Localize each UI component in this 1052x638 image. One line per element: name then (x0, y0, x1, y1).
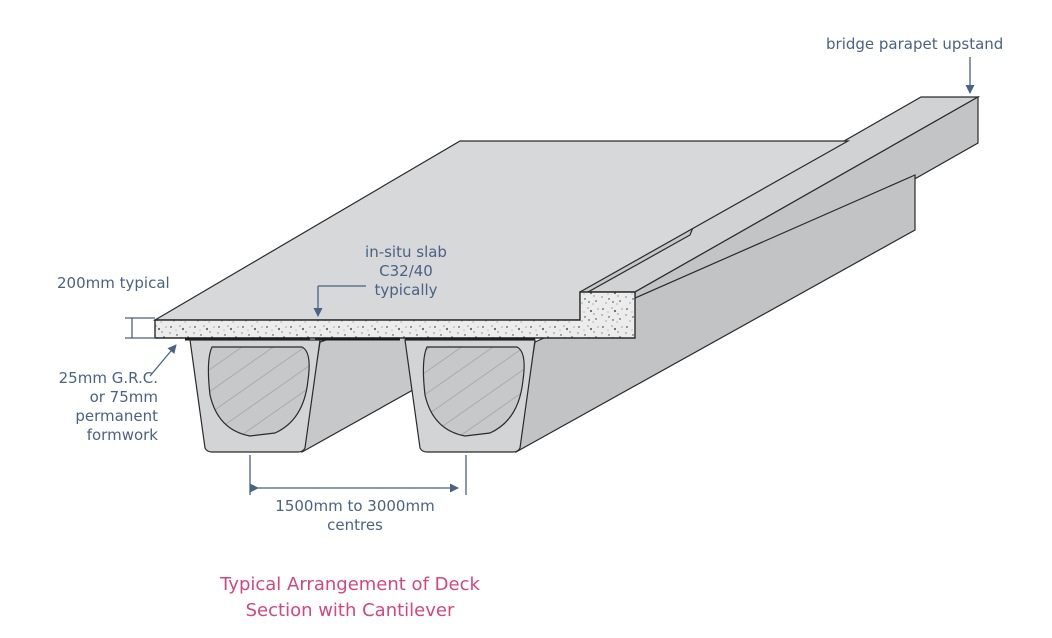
formwork-label-line1: 25mm G.R.C. (58, 369, 158, 387)
formwork-label-line3: permanent (75, 407, 158, 425)
slab-label-line3: typically (374, 281, 438, 299)
caption-line2: Section with Cantilever (245, 600, 455, 621)
slab-label-line2: C32/40 (379, 262, 433, 280)
formwork-label-line4: formwork (86, 426, 158, 444)
thickness-label: 200mm typical (57, 274, 170, 292)
formwork-leader (149, 344, 177, 377)
caption-line1: Typical Arrangement of Deck (220, 574, 480, 595)
beam-2-void (422, 346, 525, 437)
parapet-label: bridge parapet upstand (826, 35, 1004, 53)
spacing-label-line1: 1500mm to 3000mm (275, 497, 435, 515)
beam-1-void (207, 346, 310, 437)
spacing-label-line2: centres (327, 516, 383, 534)
slab-label-line1: in-situ slab (365, 243, 447, 261)
formwork-label-line2: or 75mm (89, 388, 158, 406)
